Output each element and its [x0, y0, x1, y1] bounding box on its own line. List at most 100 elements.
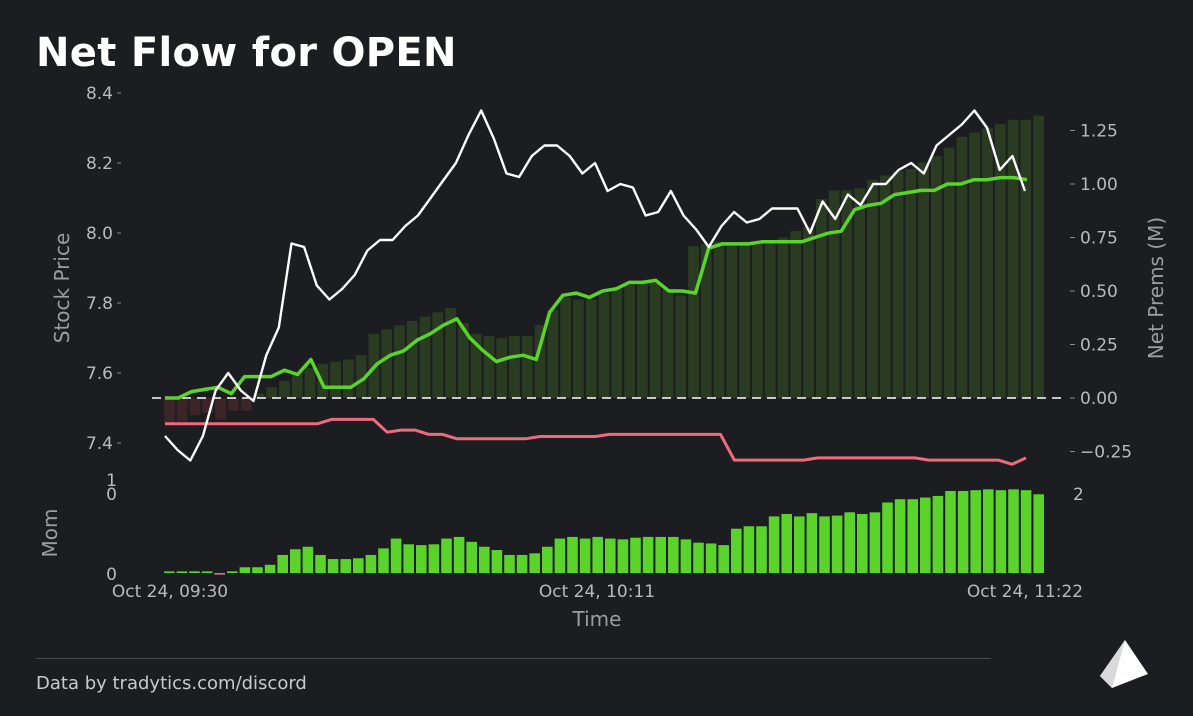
prem-bar — [828, 190, 840, 398]
momentum-bar — [466, 541, 477, 573]
prem-bar — [483, 335, 495, 398]
y-left-axis-label: Stock Price — [50, 233, 74, 344]
prem-bar — [419, 316, 431, 398]
momentum-bar — [831, 515, 843, 573]
prem-bar — [739, 241, 750, 398]
prem-bar — [994, 124, 1006, 398]
x-tick-label: Oct 24, 10:11 — [539, 582, 655, 602]
prem-bar — [892, 171, 904, 398]
net-prem-cumulative-line — [165, 175, 1028, 400]
footer-credit: Data by tradytics.com/discord — [36, 673, 307, 694]
prem-bar — [342, 359, 354, 398]
momentum-tick-label: 1 — [106, 471, 117, 491]
prem-bar — [726, 243, 738, 398]
momentum-tick-label: 0 — [106, 565, 117, 585]
momentum-bar — [894, 499, 906, 573]
momentum-bar — [718, 545, 729, 573]
momentum-bar — [781, 513, 792, 573]
momentum-bar — [756, 526, 767, 573]
momentum-bar — [806, 513, 818, 573]
y-right-axis-label: Net Prems (M) — [1144, 217, 1168, 359]
y-left-ticks: 7.4 7.6 7.8 8.0 8.2 8.4 — [86, 84, 121, 454]
y-left-tick-label: 7.4 — [86, 434, 113, 454]
momentum-bar — [201, 571, 213, 573]
prem-bar — [752, 241, 763, 398]
momentum-bar — [327, 559, 339, 573]
y-left-tick-label: 8.2 — [86, 154, 113, 174]
momentum-bar — [428, 544, 440, 573]
prem-bar — [956, 136, 968, 399]
momentum-bar — [1020, 490, 1032, 573]
momentum-bar — [668, 536, 679, 573]
prem-bar — [176, 398, 188, 422]
y-left-tick-label: 8.4 — [86, 84, 113, 104]
momentum-bar — [907, 499, 918, 573]
momentum-bar — [957, 491, 969, 573]
prem-bar — [1020, 119, 1032, 399]
prem-bar — [534, 325, 546, 398]
momentum-bar — [1033, 494, 1044, 573]
prem-bar — [930, 156, 942, 398]
prem-bar — [969, 132, 981, 398]
prem-bar — [854, 188, 866, 398]
y-left-tick-label: 7.8 — [86, 294, 113, 314]
prem-bar — [790, 231, 802, 398]
momentum-bar — [819, 516, 830, 573]
momentum-bar — [453, 536, 465, 573]
momentum-bar — [378, 548, 389, 573]
prem-bar — [445, 308, 456, 398]
prem-bar — [841, 190, 853, 398]
x-tick-label: Oct 24, 11:22 — [967, 582, 1083, 602]
y-right-tick-label: 0.00 — [1080, 389, 1118, 409]
prem-bar — [202, 398, 214, 413]
momentum-bar — [920, 497, 931, 573]
tradytics-pyramid-icon — [1100, 640, 1148, 688]
y-left-tick-label: 7.6 — [86, 364, 113, 384]
prem-bar — [675, 295, 687, 398]
momentum-bar — [365, 554, 377, 573]
prem-bar — [394, 325, 405, 398]
momentum-bar — [403, 544, 414, 573]
momentum-bar — [882, 502, 893, 573]
prem-bar — [330, 361, 341, 398]
prem-bar — [803, 226, 814, 398]
prem-bar — [253, 393, 265, 398]
prem-bar — [982, 128, 993, 399]
prem-bar — [764, 241, 776, 398]
momentum-bar — [605, 538, 616, 573]
chart-title: Net Flow for OPEN — [36, 30, 457, 76]
momentum-axis-label: Mom — [38, 509, 62, 558]
momentum-bar — [567, 536, 578, 573]
momentum-bar — [844, 512, 855, 573]
momentum-bar — [416, 545, 427, 573]
momentum-bar — [617, 539, 629, 573]
prem-bar — [189, 398, 201, 416]
momentum-bar — [743, 526, 755, 573]
prem-bar — [611, 288, 623, 398]
prem-bar — [470, 333, 482, 398]
prem-bar — [713, 241, 725, 398]
momentum-bar — [479, 546, 490, 573]
prem-bar — [688, 246, 699, 398]
momentum-bar — [945, 491, 956, 573]
momentum-bar — [554, 538, 566, 573]
prem-bar — [215, 398, 226, 420]
momentum-bar — [441, 538, 452, 573]
prem-bar — [918, 162, 929, 398]
y-right-ticks: −0.25 0.00 0.25 0.50 0.75 1.00 1.25 — [1070, 122, 1132, 463]
momentum-bar — [932, 495, 944, 573]
prem-bar — [867, 179, 878, 398]
momentum-bar — [768, 516, 780, 573]
momentum-bar — [264, 564, 276, 573]
momentum-bar — [731, 528, 742, 573]
prem-bar — [496, 338, 508, 398]
momentum-bar — [189, 571, 200, 573]
prem-bar — [266, 387, 278, 398]
x-tick-label: Oct 24, 09:30 — [112, 582, 228, 602]
momentum-bar — [164, 571, 175, 573]
momentum-bar — [705, 543, 717, 573]
momentum-bar — [655, 536, 666, 573]
momentum-bar — [869, 512, 881, 573]
momentum-bar — [227, 571, 238, 573]
y-right-tick-label: 1.00 — [1080, 175, 1118, 195]
